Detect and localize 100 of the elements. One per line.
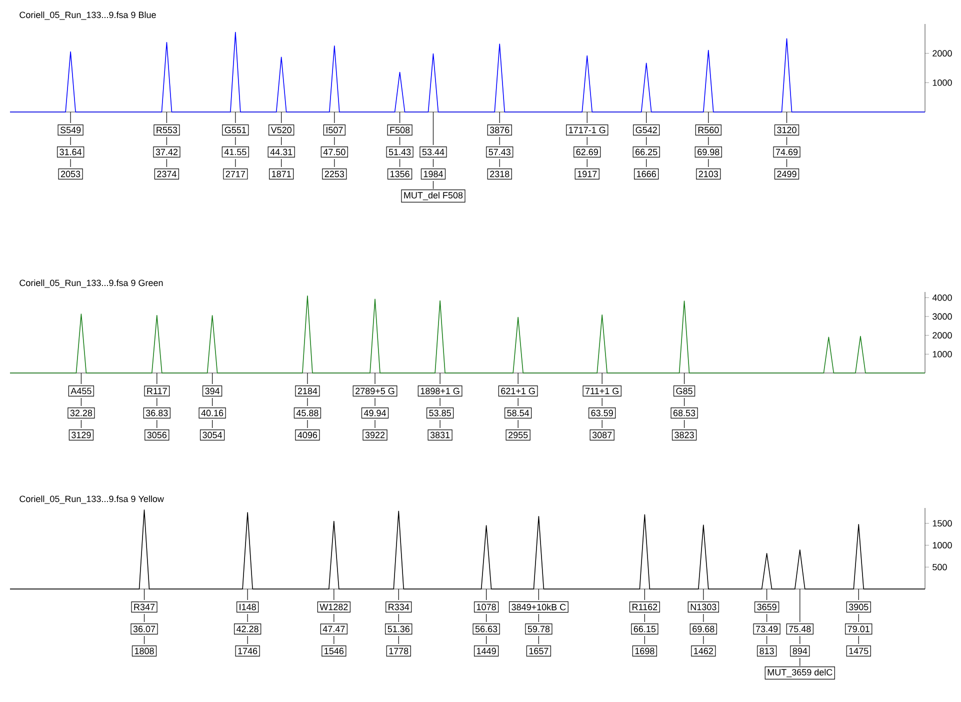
text: 3831 (430, 432, 450, 438)
text: 3659 (757, 604, 776, 610)
text: 2184 (298, 388, 318, 394)
text: 711+1 G (585, 388, 618, 394)
y-tick-label: 2000 (932, 332, 952, 339)
text: 1717-1 G (569, 126, 606, 134)
text: 1746 (238, 648, 258, 654)
y-tick-label: 4000 (932, 294, 952, 301)
text: 3054 (202, 432, 222, 438)
line-series (10, 295, 926, 374)
text: R334 (388, 604, 410, 610)
text: A455 (70, 388, 92, 394)
text: 2053 (61, 170, 80, 178)
y-tick-label: 3000 (932, 313, 952, 320)
text: 813 (760, 648, 774, 654)
text: 2789+5 G (356, 388, 394, 394)
text: MUT_3659 delC (768, 668, 832, 678)
y-tick-label: 1000 (932, 350, 952, 358)
text: 2103 (698, 170, 718, 178)
text: 3922 (365, 432, 385, 438)
x-tick-label: 58.54 (507, 410, 530, 416)
text: 4096 (298, 432, 318, 438)
text: 621+1 G (501, 388, 535, 394)
text: 1871 (272, 170, 291, 178)
text: 2955 (508, 432, 528, 438)
x-tick-label: 68.53 (673, 410, 696, 416)
text: 2318 (490, 170, 510, 178)
text: 1917 (578, 170, 597, 178)
text: 1808 (134, 648, 154, 654)
chart-title: Coriell_05_Run_133...9.fsa 9 Yellow (20, 495, 164, 504)
x-tick-label: 53.44 (422, 148, 444, 156)
text: 2717 (226, 170, 245, 178)
text: S549 (60, 126, 81, 134)
text: 1475 (849, 648, 868, 654)
x-tick-label: 66.25 (636, 148, 658, 156)
text: R553 (156, 126, 178, 134)
x-tick-label: 74.69 (776, 148, 798, 156)
text: V520 (270, 126, 292, 134)
text: 3056 (147, 432, 167, 438)
text: R1162 (632, 604, 658, 610)
x-tick-label: 41.55 (224, 148, 246, 156)
x-tick-label: 37.42 (156, 148, 178, 156)
chart-title: Coriell_05_Run_133...9.fsa 9 Green (20, 279, 163, 288)
x-tick-label: 66.15 (634, 626, 656, 632)
text: 1657 (529, 648, 548, 654)
text: 3120 (777, 126, 796, 134)
text: 894 (792, 648, 808, 654)
text: 1984 (424, 170, 443, 178)
text: I507 (326, 126, 343, 134)
text: N1303 (690, 604, 716, 610)
x-tick-label: 36.07 (133, 626, 156, 632)
x-tick-label: 75.48 (789, 626, 811, 632)
text: 1898+1 G (420, 388, 460, 394)
x-tick-label: 56.63 (475, 626, 498, 632)
text: 3876 (490, 126, 510, 134)
x-tick-label: 57.43 (488, 148, 510, 156)
x-tick-label: 47.50 (323, 148, 346, 156)
x-tick-label: 59.78 (528, 626, 550, 632)
text: 1666 (637, 170, 656, 178)
text: F508 (390, 126, 410, 134)
x-tick-label: 73.49 (756, 626, 778, 632)
text: 1078 (476, 604, 496, 610)
y-tick-label: 1000 (932, 79, 952, 86)
x-tick-label: 79.01 (848, 626, 870, 632)
y-tick-label: 1000 (932, 542, 952, 548)
text: MUT_del F508 (404, 192, 463, 200)
text: 2253 (324, 170, 344, 178)
text: 394 (205, 388, 220, 394)
text: R117 (147, 388, 167, 394)
x-tick-label: 69.68 (692, 626, 714, 632)
text: 1778 (389, 648, 408, 654)
y-tick-label: 1500 (932, 520, 952, 527)
x-tick-label: 51.43 (388, 148, 411, 156)
text: G85 (676, 388, 692, 394)
text: 3087 (592, 432, 612, 438)
x-tick-label: 47.47 (322, 626, 345, 632)
text: R560 (698, 126, 719, 134)
text: I148 (240, 604, 256, 610)
text: 1449 (476, 648, 496, 654)
text: 3823 (674, 432, 694, 438)
x-tick-label: 49.94 (364, 410, 386, 416)
text: R347 (134, 604, 155, 610)
x-tick-label: 69.98 (698, 148, 720, 156)
text: 3849+10kB C (512, 604, 566, 610)
text: 1546 (324, 648, 344, 654)
text: 2374 (157, 170, 176, 178)
y-tick-label: 2000 (932, 50, 952, 57)
y-tick-label: 500 (932, 564, 947, 570)
x-tick-label: 51.36 (388, 626, 410, 632)
x-tick-label: 31.64 (60, 148, 82, 156)
x-tick-label: 63.59 (591, 410, 613, 416)
x-tick-label: 62.69 (576, 148, 598, 156)
x-tick-label: 44.31 (270, 148, 292, 156)
text: 1462 (694, 648, 713, 654)
text: 1356 (390, 170, 410, 178)
text: G542 (636, 126, 657, 134)
x-tick-label: 53.85 (429, 410, 451, 416)
x-tick-label: 32.28 (70, 410, 92, 416)
text: 3129 (72, 432, 91, 438)
x-tick-label: 42.28 (236, 626, 258, 632)
